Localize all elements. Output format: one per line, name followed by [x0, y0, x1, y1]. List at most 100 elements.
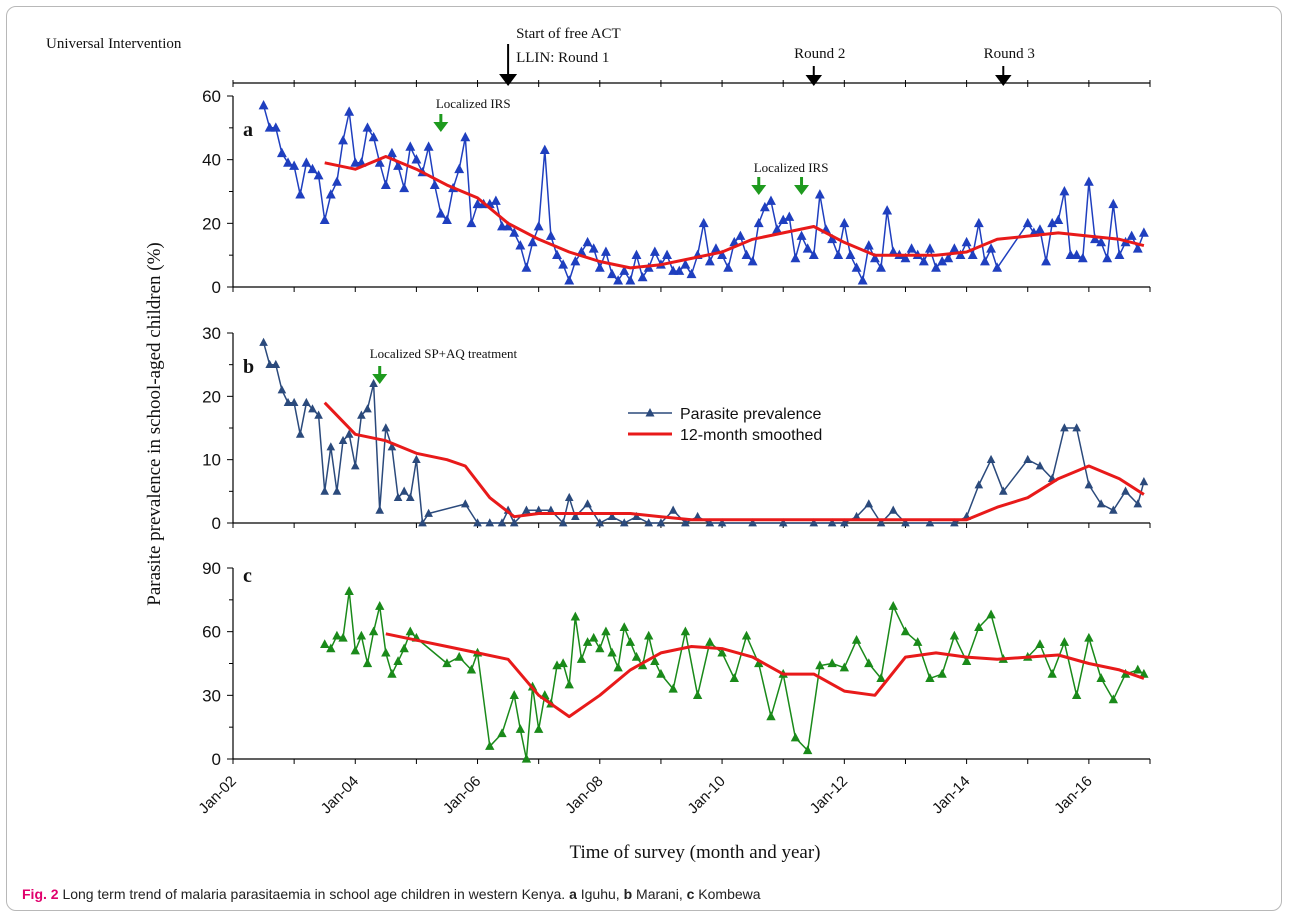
data-point-prevalence — [625, 275, 636, 285]
intervention-arrow-green — [433, 114, 449, 132]
data-point-prevalence — [924, 243, 935, 253]
data-point-prevalence — [723, 262, 734, 272]
data-point-prevalence — [827, 658, 837, 668]
x-tick-label: Jan-12 — [807, 773, 851, 817]
panel-c: 0 30 60 90 c — [202, 559, 1151, 769]
data-point-prevalence — [595, 518, 605, 527]
data-point-prevalence — [906, 243, 917, 253]
panel-b: 0 10 20 30 b Localized SP+AQ treatment — [202, 324, 1151, 533]
data-point-prevalence — [302, 397, 311, 407]
data-point-prevalence — [533, 724, 544, 733]
data-point-prevalence — [381, 423, 391, 432]
data-point-prevalence — [778, 214, 789, 224]
intervention-arrow-black — [805, 66, 823, 86]
data-point-prevalence — [925, 518, 935, 527]
data-point-prevalence — [308, 404, 317, 413]
intervention-arrow-green — [372, 366, 388, 384]
data-point-prevalence — [931, 262, 941, 272]
data-point-prevalence — [705, 637, 715, 646]
data-point-prevalence — [863, 240, 874, 250]
data-point-prevalence — [961, 236, 972, 247]
data-point-prevalence — [1138, 227, 1149, 237]
data-point-prevalence — [668, 505, 678, 514]
data-point-prevalence — [503, 221, 514, 231]
data-point-prevalence — [918, 256, 929, 266]
data-point-prevalence — [393, 492, 403, 502]
data-point-prevalence — [375, 601, 385, 610]
data-point-prevalence — [967, 249, 978, 260]
data-point-prevalence — [607, 647, 617, 657]
data-point-prevalence — [1083, 176, 1094, 186]
y-tick-label: 90 — [202, 559, 221, 578]
data-point-prevalence — [681, 518, 690, 527]
data-point-prevalence — [1035, 461, 1045, 470]
x-tick-label: Jan-02 — [195, 773, 239, 817]
x-tick-label: Jan-04 — [318, 773, 362, 817]
data-point-prevalence — [704, 256, 715, 266]
data-point-prevalence — [607, 511, 617, 521]
caption-b-label: b — [623, 886, 633, 902]
data-point-prevalence — [808, 249, 819, 260]
data-point-prevalence — [1090, 233, 1100, 244]
data-point-prevalence — [852, 511, 861, 521]
data-point-prevalence — [558, 259, 569, 269]
data-point-prevalence — [369, 378, 378, 388]
data-point-prevalence — [735, 230, 746, 240]
data-point-prevalence — [363, 404, 372, 413]
data-point-prevalence — [815, 660, 825, 670]
data-point-prevalence — [772, 224, 783, 234]
data-point-prevalence — [888, 505, 898, 514]
data-point-prevalence — [1060, 423, 1069, 432]
data-point-prevalence — [325, 189, 336, 199]
series-line-smoothed — [323, 401, 1145, 522]
data-point-prevalence — [644, 518, 654, 527]
data-point-prevalence — [454, 651, 464, 661]
data-point-prevalence — [1059, 637, 1070, 646]
data-point-prevalence — [839, 662, 850, 672]
data-point-prevalence — [1084, 632, 1094, 642]
intervention-arrow-green — [751, 177, 767, 195]
caption-c-site: Kombewa — [698, 886, 761, 902]
data-point-prevalence — [362, 122, 373, 132]
data-point-prevalence — [1114, 249, 1125, 260]
data-point-prevalence — [1133, 664, 1143, 674]
data-point-prevalence — [631, 651, 642, 661]
data-point-prevalence — [864, 499, 874, 508]
data-point-prevalence — [399, 486, 409, 495]
panel-letter: a — [243, 119, 253, 141]
data-point-prevalence — [790, 252, 801, 263]
data-point-prevalence — [650, 656, 660, 666]
data-point-prevalence — [1132, 243, 1143, 253]
data-point-prevalence — [509, 518, 519, 527]
data-point-prevalence — [546, 505, 556, 514]
data-point-prevalence — [332, 486, 342, 495]
data-point-prevalence — [1133, 499, 1143, 508]
data-point-prevalence — [595, 643, 605, 653]
data-point-prevalence — [656, 668, 666, 678]
data-point-prevalence — [1102, 252, 1113, 263]
top-annotation-text: Round 3 — [984, 46, 1035, 62]
x-tick-label: Jan-10 — [684, 773, 728, 817]
data-point-prevalence — [711, 243, 721, 253]
data-point-prevalence — [582, 637, 593, 646]
data-point-prevalence — [974, 622, 984, 632]
data-point-prevalence — [527, 236, 538, 247]
data-point-prevalence — [601, 626, 611, 636]
data-point-prevalence — [277, 385, 287, 394]
data-point-prevalence — [344, 106, 355, 116]
annotation-text: Localized IRS — [754, 160, 829, 175]
data-point-prevalence — [583, 499, 592, 508]
data-point-prevalence — [295, 189, 306, 199]
data-point-prevalence — [552, 249, 562, 260]
data-point-prevalence — [393, 160, 404, 170]
data-point-prevalence — [338, 632, 348, 642]
data-point-prevalence — [753, 217, 764, 228]
data-point-prevalence — [876, 518, 886, 527]
data-point-prevalence — [992, 262, 1003, 272]
data-point-prevalence — [423, 141, 434, 151]
intervention-arrow-black — [499, 44, 518, 86]
data-point-prevalence — [307, 163, 318, 174]
legend: Parasite prevalence 12-month smoothed — [628, 406, 822, 444]
data-point-prevalence — [857, 275, 868, 285]
data-point-prevalence — [925, 673, 935, 682]
